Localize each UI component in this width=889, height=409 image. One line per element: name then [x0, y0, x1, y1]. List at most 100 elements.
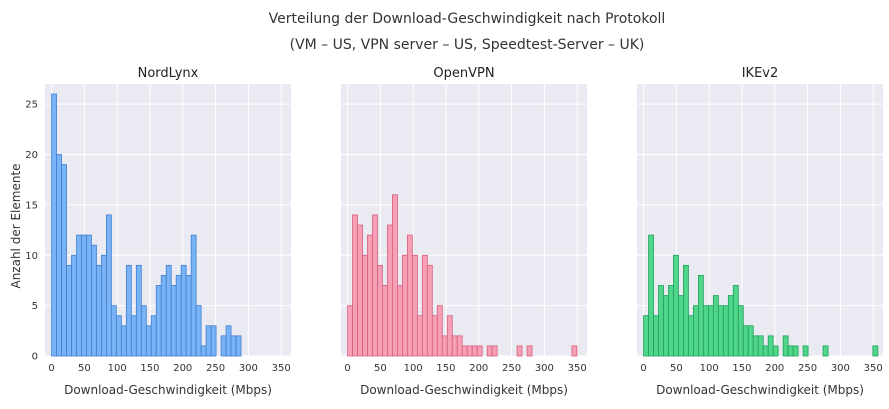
histogram-bar	[411, 254, 418, 357]
histogram-bar	[347, 305, 353, 357]
x-tick-label: 200	[765, 363, 784, 374]
histogram-bar	[476, 345, 483, 357]
y-tick-label: 10	[25, 251, 38, 262]
histogram-bar	[155, 285, 162, 357]
histogram-bar	[145, 325, 152, 357]
x-tick-label: 350	[568, 363, 587, 374]
histogram-bar	[486, 345, 493, 357]
histogram-bar	[678, 295, 684, 357]
histogram-bar	[693, 305, 699, 357]
histogram-bar	[140, 305, 147, 357]
y-axis-label: Anzahl der Elemente	[9, 163, 23, 288]
chart-subtitle: (VM – US, VPN server – US, Speedtest-Ser…	[290, 37, 645, 53]
histogram-bar	[767, 335, 774, 357]
histogram-bar	[130, 315, 137, 357]
histogram-bar	[150, 315, 157, 357]
histogram-bar	[802, 345, 809, 357]
x-tick-label: 250	[502, 363, 521, 374]
histogram-bar	[135, 264, 142, 357]
histogram-bar	[402, 254, 408, 357]
histogram-bar	[180, 264, 187, 357]
histogram-bar	[125, 264, 132, 357]
histogram-bar	[205, 325, 212, 357]
histogram-bar	[372, 214, 378, 357]
histogram-bar	[872, 345, 879, 357]
histogram-bar	[51, 93, 57, 357]
histogram-bar	[190, 234, 197, 357]
x-tick-label: 250	[206, 363, 225, 374]
histogram-bar	[120, 325, 127, 357]
histogram-bar	[722, 305, 729, 357]
histogram-bar	[71, 254, 77, 357]
histogram-bar	[752, 335, 759, 357]
histogram-bar	[397, 285, 403, 357]
x-tick-label: 0	[344, 363, 350, 374]
histogram-bar	[235, 335, 242, 357]
histogram-bar	[61, 164, 67, 357]
y-tick-label: 20	[25, 150, 38, 161]
panel-nordlynx: 0 50 100 150 200 250 300 350 0 5 10 15 20 25 NordLynx D…	[25, 66, 291, 397]
x-tick-label: 50	[78, 363, 91, 374]
histogram-bar	[195, 305, 202, 357]
x-tick-label: 300	[831, 363, 850, 374]
histogram-bar	[170, 285, 177, 357]
histogram-bar	[742, 325, 749, 357]
y-tick-label: 0	[32, 352, 38, 363]
histogram-bar	[110, 305, 117, 357]
panel-title: OpenVPN	[433, 66, 494, 81]
histogram-bar	[421, 254, 428, 357]
panel-ikev2: 0 50 100 150 200 250 300 350 IKEv2 Download-Gesch…	[637, 66, 883, 397]
x-tick-label: 300	[239, 363, 258, 374]
histogram-bar	[220, 335, 227, 357]
histogram-bar	[707, 305, 714, 357]
histogram-bar	[387, 224, 393, 357]
histogram-bar	[683, 264, 689, 357]
histogram-bar	[210, 325, 217, 357]
histogram-bar	[431, 315, 438, 357]
histogram-bar	[225, 325, 232, 357]
x-tick-label: 100	[700, 363, 719, 374]
histogram-bar	[76, 234, 82, 357]
histogram-bar	[230, 335, 237, 357]
histogram-bar	[717, 305, 724, 357]
histogram-bar	[456, 335, 463, 357]
histogram-bar	[658, 285, 664, 357]
x-tick-label: 0	[640, 363, 646, 374]
histogram-bar	[200, 345, 207, 357]
histogram-bar	[698, 275, 704, 357]
y-tick-label: 5	[32, 301, 38, 312]
histogram-bar	[712, 295, 719, 357]
histogram-bar	[160, 275, 167, 357]
histogram-bar	[792, 345, 799, 357]
x-axis-label: Download-Geschwindigkeit (Mbps)	[656, 383, 864, 397]
histogram-bar	[81, 234, 87, 357]
panel-title: NordLynx	[138, 66, 199, 81]
histogram-bar	[101, 254, 107, 357]
histogram-bar	[165, 264, 172, 357]
panel-title: IKEv2	[742, 66, 779, 81]
histogram-bar	[416, 315, 423, 357]
x-tick-label: 150	[732, 363, 751, 374]
x-tick-label: 200	[173, 363, 192, 374]
histogram-bar	[426, 264, 433, 357]
histogram-bar	[382, 285, 388, 357]
x-tick-label: 300	[535, 363, 554, 374]
x-tick-label: 200	[469, 363, 488, 374]
chart-title: Verteilung der Download-Geschwindigkeit …	[269, 11, 666, 27]
y-tick-label: 25	[25, 100, 38, 111]
histogram-bar	[56, 154, 62, 357]
x-axis-label: Download-Geschwindigkeit (Mbps)	[64, 383, 272, 397]
y-tick-label: 15	[25, 200, 38, 211]
histogram-bar	[643, 315, 649, 357]
panels-group: 0 50 100 150 200 250 300 350 0 5 10 15 20 25 NordLynx D…	[25, 66, 883, 397]
histogram-bar	[757, 335, 764, 357]
histogram-bar	[115, 315, 122, 357]
histogram-bar	[787, 345, 794, 357]
histogram-bar	[86, 234, 92, 357]
x-tick-label: 50	[374, 363, 387, 374]
histogram-bar	[491, 345, 498, 357]
histogram-bar	[471, 345, 478, 357]
x-tick-label: 250	[798, 363, 817, 374]
histogram-bar	[663, 295, 669, 357]
